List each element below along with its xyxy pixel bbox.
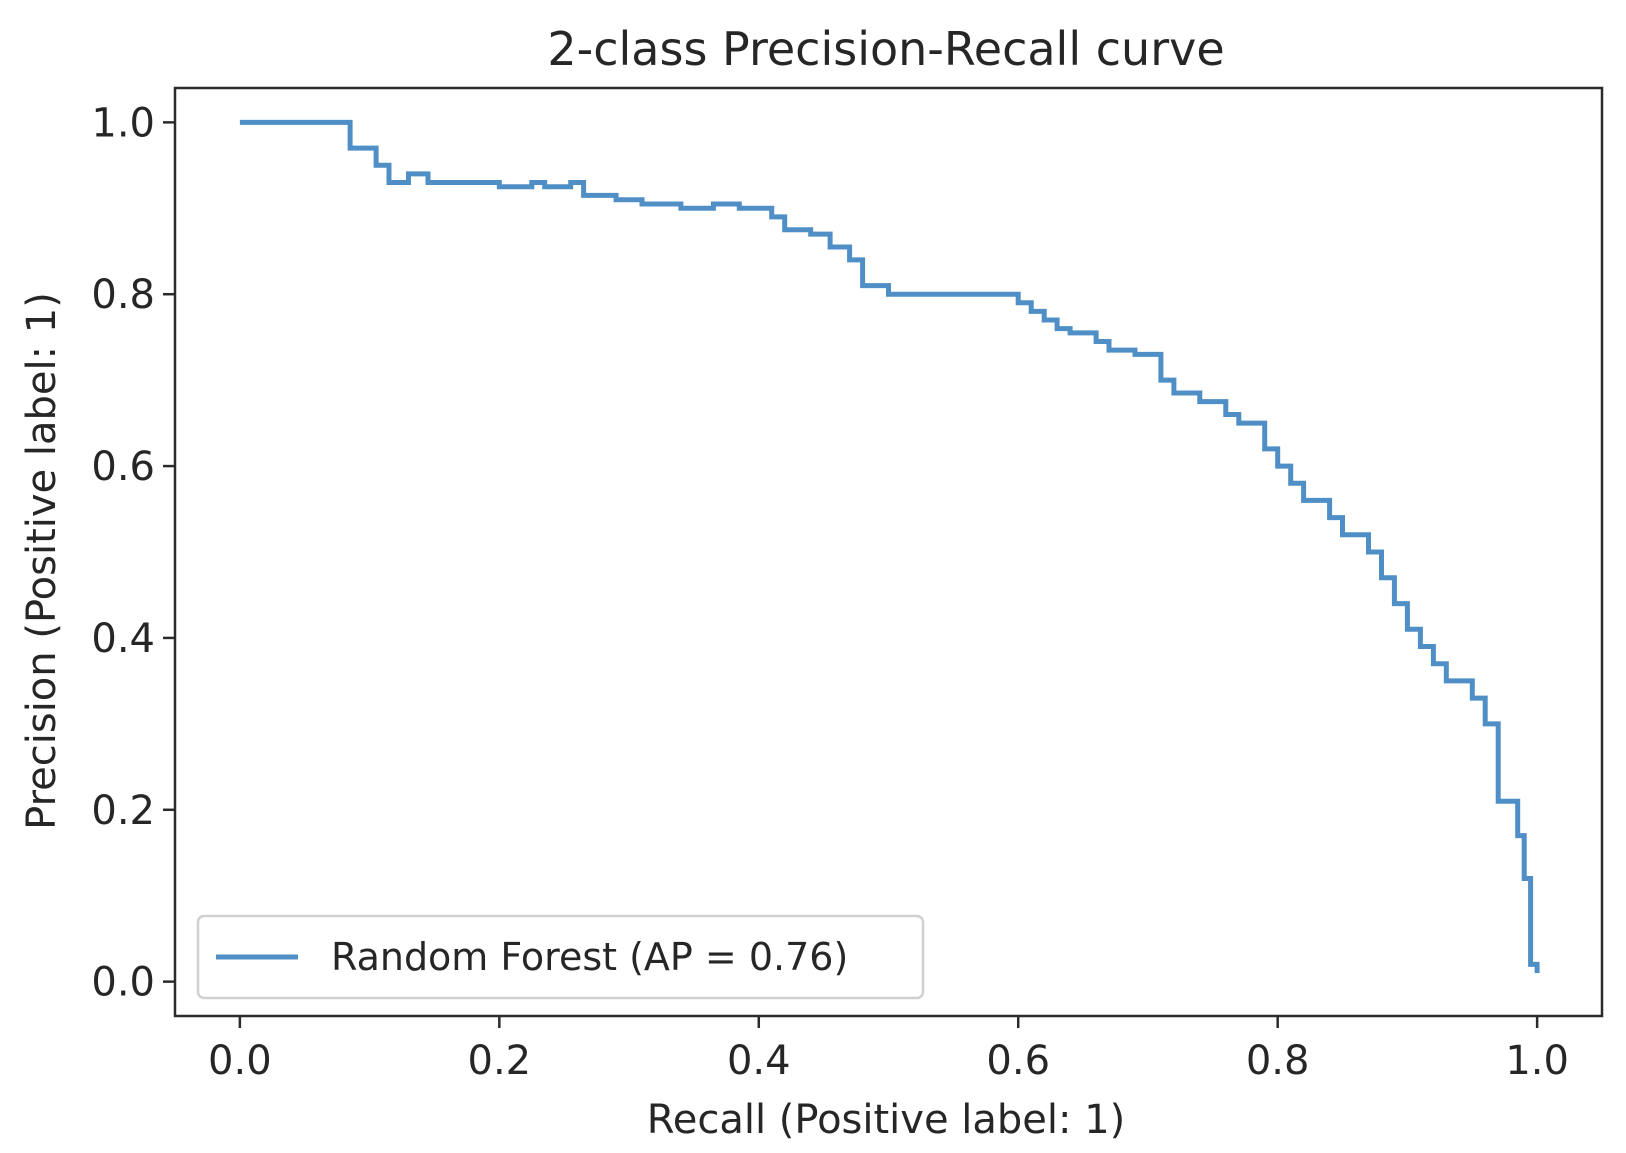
x-tick-label: 0.2 bbox=[468, 1038, 532, 1084]
x-tick-label: 0.6 bbox=[986, 1038, 1050, 1084]
legend-box bbox=[196, 914, 925, 1000]
plot-area bbox=[173, 86, 1604, 1018]
y-tick-label: 0.8 bbox=[91, 272, 155, 318]
legend: Random Forest (AP = 0.76) bbox=[196, 914, 925, 1000]
y-tick-label: 0.2 bbox=[91, 788, 155, 834]
axes-frame bbox=[173, 86, 1604, 1018]
x-tick-label: 1.0 bbox=[1505, 1038, 1569, 1084]
y-tick-label: 0.4 bbox=[91, 616, 155, 662]
y-axis: 0.0 0.2 0.4 0.6 0.8 1.0 bbox=[91, 100, 175, 1006]
series-line-0 bbox=[239, 119, 1540, 973]
x-tick-label: 0.4 bbox=[727, 1038, 791, 1084]
chart-title: 2-class Precision-Recall curve bbox=[547, 22, 1224, 76]
y-axis-label: Precision (Positive label: 1) bbox=[19, 292, 65, 830]
x-axis-label: Recall (Positive label: 1) bbox=[647, 1097, 1126, 1143]
x-axis: 0.0 0.2 0.4 0.6 0.8 1.0 bbox=[208, 1016, 1569, 1084]
y-tick-label: 1.0 bbox=[91, 100, 155, 146]
y-tick-label: 0.0 bbox=[91, 960, 155, 1006]
legend-label: Random Forest (AP = 0.76) bbox=[331, 935, 848, 979]
x-tick-label: 0.8 bbox=[1246, 1038, 1310, 1084]
x-tick-label: 0.0 bbox=[208, 1038, 272, 1084]
y-tick-label: 0.6 bbox=[91, 444, 155, 490]
